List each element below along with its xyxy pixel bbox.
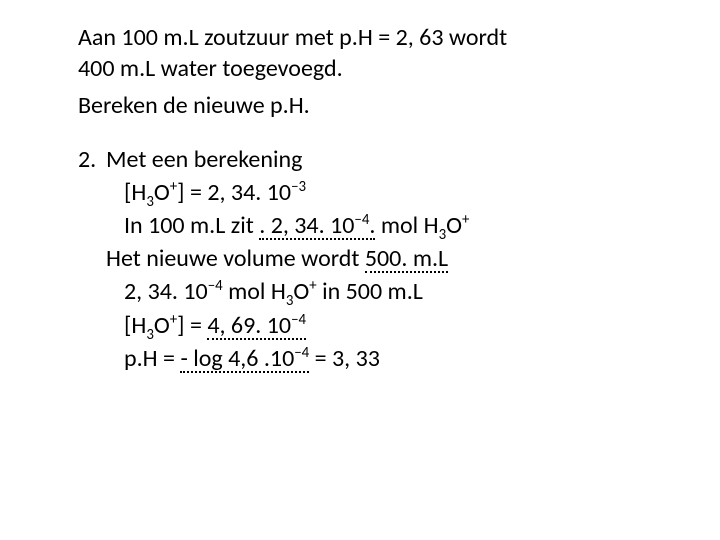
blank-fill-3: 4, 69. 10−4 — [207, 313, 306, 340]
calc-line-2: In 100 m.L zit . 2, 34. 10−4. mol H3O+ — [124, 210, 650, 241]
calc-line-6: p.H = - log 4,6 .10−4 = 3, 33 — [124, 343, 650, 374]
calc-line-1: [H3O+] = 2, 34. 10−3 — [124, 177, 650, 208]
intro-line-2: 400 m.L water toegevoegd. — [78, 54, 343, 83]
calc-line-4: 2, 34. 10−4 mol H3O+ in 500 m.L — [124, 276, 650, 307]
intro-line-1: Aan 100 m.L zoutzuur met p.H = 2, 63 wor… — [78, 23, 507, 52]
blank-fill-4: - log 4,6 .10−4 — [180, 346, 309, 373]
slide-content: Aan 100 m.L zoutzuur met p.H = 2, 63 wor… — [0, 0, 720, 376]
calc-line-5: [H3O+] = 4, 69. 10−4 — [124, 310, 650, 341]
blank-fill-1: . 2, 34. 10−4. — [259, 213, 375, 240]
prompt-text: Bereken de nieuwe p.H. — [78, 90, 650, 121]
intro-text: Aan 100 m.L zoutzuur met p.H = 2, 63 wor… — [78, 22, 650, 84]
step-body: Met een berekening [H3O+] = 2, 34. 10−3 … — [106, 144, 650, 376]
step-number: 2. — [78, 144, 106, 376]
step-title: Met een berekening — [106, 144, 650, 175]
blank-fill-2: 500. m.L — [365, 246, 448, 273]
step-2: 2. Met een berekening [H3O+] = 2, 34. 10… — [78, 144, 650, 376]
calc-line-3: Het nieuwe volume wordt 500. m.L — [106, 243, 650, 274]
